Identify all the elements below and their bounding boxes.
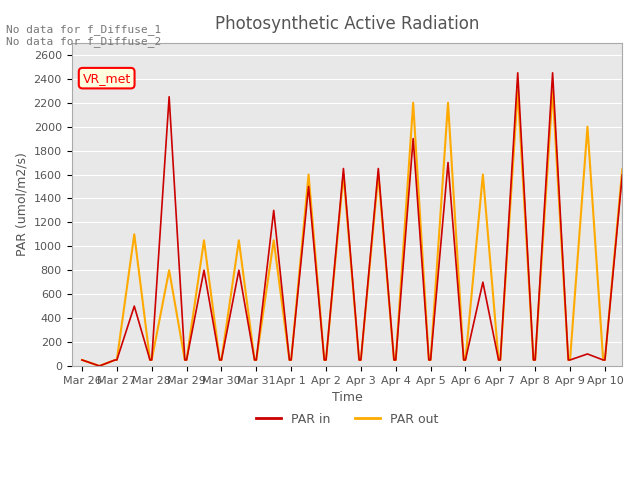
Text: VR_met: VR_met — [83, 72, 131, 84]
Y-axis label: PAR (umol/m2/s): PAR (umol/m2/s) — [15, 153, 28, 256]
X-axis label: Time: Time — [332, 391, 362, 404]
Text: No data for f_Diffuse_1
No data for f_Diffuse_2: No data for f_Diffuse_1 No data for f_Di… — [6, 24, 162, 48]
Title: Photosynthetic Active Radiation: Photosynthetic Active Radiation — [215, 15, 479, 33]
Legend: PAR in, PAR out: PAR in, PAR out — [250, 408, 444, 431]
